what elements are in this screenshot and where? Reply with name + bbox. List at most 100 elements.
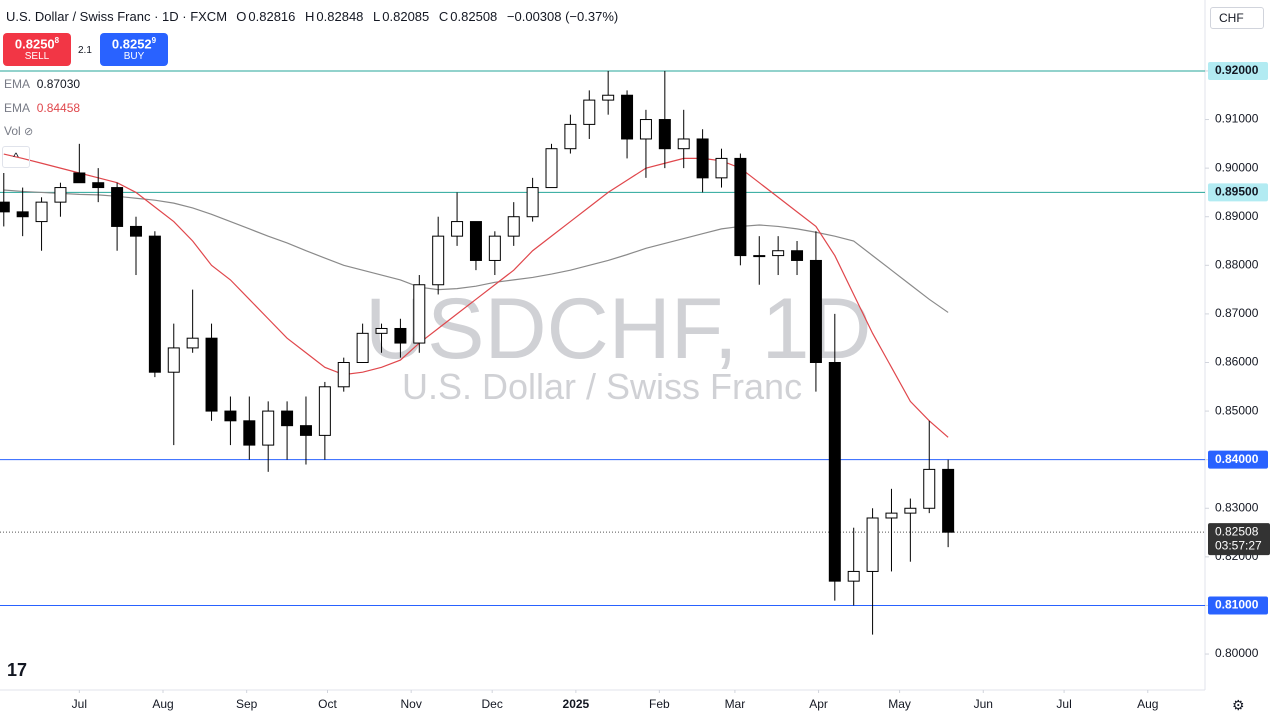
ohlc-value: 0.82848: [316, 9, 364, 24]
symbol-title: U.S. Dollar / Swiss Franc · 1D · FXCM: [6, 9, 228, 24]
ohlc-label: H: [305, 9, 315, 24]
indicator-legend[interactable]: EMA 0.84458: [4, 101, 80, 115]
candle-body: [299, 425, 312, 436]
candle-body: [715, 157, 728, 179]
last-price-label: 0.82508: [1215, 524, 1259, 538]
candle-body: [753, 255, 766, 258]
ohlc-label: L: [373, 9, 381, 24]
sell-pip: 8: [54, 36, 60, 45]
x-tick-label: Nov: [401, 697, 422, 711]
candle-body: [734, 157, 747, 257]
candle-body: [224, 410, 237, 422]
countdown-label: 03:57:27: [1215, 538, 1262, 552]
candle-body: [791, 250, 804, 261]
candle-body: [809, 259, 822, 363]
legend-value: 0.84458: [36, 101, 81, 115]
spread: 2.1: [78, 45, 92, 56]
level-label: 0.92000: [1215, 63, 1259, 77]
candle-body: [469, 221, 482, 261]
candle-body: [167, 347, 180, 373]
ohlc-value: 0.82085: [382, 9, 430, 24]
level-label: 0.84000: [1215, 452, 1259, 466]
candle-body: [621, 94, 634, 140]
y-tick-label: 0.90000: [1215, 160, 1259, 174]
ohlc-label: C: [438, 9, 449, 24]
y-tick-label: 0.85000: [1215, 403, 1259, 417]
buy-price: 0.8252: [111, 36, 152, 52]
legend-value: 0.87030: [36, 77, 81, 91]
candle-body: [847, 570, 860, 582]
x-tick-label: May: [888, 697, 911, 711]
candle-body: [639, 119, 652, 140]
x-tick-label: Aug: [1137, 697, 1158, 711]
indicator-legend[interactable]: EMA 0.87030: [4, 77, 80, 91]
candle-body: [545, 148, 558, 189]
last-price-box: [1208, 523, 1270, 556]
sell-price: 0.8250: [14, 36, 55, 52]
candle-body: [337, 361, 350, 388]
y-tick-label: 0.83000: [1215, 500, 1259, 514]
candle-body: [54, 187, 67, 203]
candle-body: [507, 216, 520, 237]
x-tick-label: Oct: [318, 697, 337, 711]
sell-button[interactable]: 0.82508 SELL: [3, 33, 71, 66]
collapse-button[interactable]: ^: [2, 146, 30, 168]
candle-body: [583, 99, 596, 125]
volume-legend[interactable]: Vol ⊘: [4, 124, 34, 138]
x-tick-label: Apr: [809, 697, 828, 711]
ohlc-value: 0.82508: [450, 9, 498, 24]
candle-body: [243, 420, 256, 446]
candle-body: [564, 123, 577, 150]
candle-body: [0, 201, 10, 213]
ema-line: [3, 189, 949, 313]
candle-body: [413, 284, 426, 344]
candle-body: [658, 119, 671, 150]
currency-button[interactable]: CHF: [1210, 7, 1264, 29]
candle-body: [923, 468, 936, 509]
ohlc-change: −0.00308 (−0.37%): [506, 9, 619, 24]
candle-body: [356, 332, 369, 363]
candle-body: [148, 235, 161, 373]
buy-button[interactable]: 0.82529 BUY: [100, 33, 168, 66]
candle-body: [432, 235, 445, 286]
candle-body: [73, 172, 86, 184]
level-label-box: [1208, 450, 1268, 469]
ohlc-label: O: [236, 9, 247, 24]
candle-body: [35, 201, 48, 223]
candle-body: [129, 225, 142, 237]
candle-body: [186, 337, 199, 349]
x-tick-label: Sep: [236, 697, 258, 711]
watermark-subtitle: U.S. Dollar / Swiss Franc: [402, 366, 803, 407]
x-tick-label: Mar: [725, 697, 746, 711]
settings-icon[interactable]: ⚙: [1232, 697, 1245, 713]
x-tick-label: Jun: [974, 697, 993, 711]
ema-line: [3, 153, 949, 438]
level-label-box: [1208, 61, 1268, 80]
candle-body: [828, 361, 841, 582]
candle-body: [16, 211, 29, 218]
x-tick-label: Dec: [482, 697, 503, 711]
legend-name: EMA: [4, 77, 31, 91]
x-tick-label: Jul: [72, 697, 87, 711]
level-label: 0.89500: [1215, 185, 1259, 199]
legend-name: EMA: [4, 101, 31, 115]
level-label-box: [1208, 183, 1268, 202]
level-label: 0.81000: [1215, 598, 1259, 612]
candle-body: [942, 468, 955, 533]
buy-label: BUY: [123, 51, 145, 63]
candle-body: [526, 187, 539, 218]
candle-body: [281, 410, 294, 427]
candle-body: [904, 507, 917, 514]
y-tick-label: 0.89000: [1215, 209, 1259, 223]
candle-body: [602, 94, 615, 101]
y-tick-label: 0.88000: [1215, 257, 1259, 271]
candle-body: [375, 327, 388, 334]
watermark: USDCHF, 1D: [365, 281, 872, 377]
x-tick-label: Aug: [152, 697, 173, 711]
candle-body: [677, 138, 690, 150]
ohlc-value: 0.82816: [248, 9, 296, 24]
candle-body: [696, 138, 709, 179]
x-tick-label: Feb: [649, 697, 670, 711]
